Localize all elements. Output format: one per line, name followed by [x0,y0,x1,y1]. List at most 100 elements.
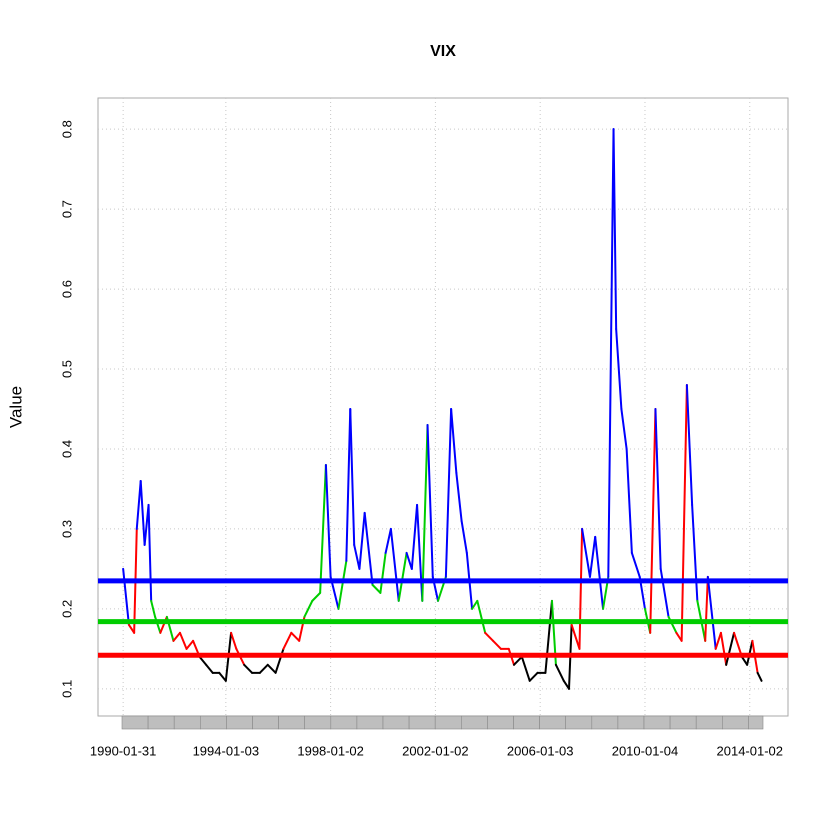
period-box [408,715,436,730]
period-box [695,715,723,730]
line-segment [147,503,153,602]
line-segment [554,663,565,682]
period-box [382,715,410,730]
period-box [330,715,358,730]
line-segment [578,527,584,650]
line-segment [725,631,736,666]
line-segment [198,655,208,666]
line-segment [319,463,327,594]
period-box [278,715,306,730]
line-segment [659,567,670,618]
period-box [434,715,462,730]
line-segment [349,407,356,546]
period-box [252,715,279,730]
line-segment [704,575,709,642]
line-segment [691,503,699,602]
line-segment [685,384,694,506]
line-segment [570,623,581,650]
y-tick-label: 0.7 [59,200,74,218]
line-segment [337,559,348,610]
line-segment [389,527,400,602]
line-segment [258,663,269,674]
y-tick-label: 0.6 [59,280,74,298]
chart-title: VIX [430,43,456,60]
line-segment [680,384,688,642]
line-segment [397,551,408,602]
line-segment [620,407,628,450]
period-box [487,715,514,730]
line-segment [185,639,195,650]
line-segment [756,671,763,682]
line-segment [282,631,293,650]
line-segment [371,583,382,594]
line-segment [740,655,749,666]
line-segment [243,663,254,674]
line-segment [150,599,157,618]
line-segment [384,527,392,554]
line-segment [405,551,413,570]
line-segment [266,663,277,674]
x-tick-label: 2006-01-03 [507,743,574,758]
line-segment [416,503,424,602]
line-segment [421,423,429,602]
x-tick-label: 2014-01-02 [717,743,784,758]
line-segment [630,551,641,578]
line-segment [492,639,502,650]
period-box [669,715,697,730]
period-box [226,715,253,730]
y-tick-label: 0.5 [59,360,74,378]
x-tick-label: 2002-01-02 [402,743,469,758]
period-box [617,715,645,730]
period-box [721,715,749,730]
line-segment [594,535,605,610]
period-box [121,715,149,730]
period-box [356,715,384,730]
y-tick-label: 0.4 [59,440,74,458]
period-box [304,715,332,730]
line-segment [471,599,479,610]
line-segment [122,567,130,626]
line-segment [178,631,188,650]
line-segment [520,655,531,682]
line-segment [426,423,434,578]
line-segment [324,463,332,578]
line-segment [311,591,322,602]
line-segment [274,647,285,674]
line-segment [218,671,227,682]
line-segment [172,631,181,642]
y-tick-label: 0.2 [59,600,74,618]
line-segment [444,407,453,578]
line-segment [303,599,314,618]
line-segment [528,671,539,682]
line-segment [135,479,142,530]
line-segment [544,599,553,674]
line-segment [345,407,352,562]
line-segment [615,328,623,410]
period-box [565,715,593,730]
y-tick-label: 0.8 [59,120,74,138]
period-box [643,715,671,730]
line-segment [612,128,618,331]
x-tick-label: 1994-01-03 [193,743,260,758]
line-segment [455,471,463,522]
line-segment [706,575,717,650]
period-box [513,715,540,730]
y-tick-label: 0.1 [59,680,74,698]
period-box [460,715,488,730]
period-box [200,715,227,730]
line-segment [649,407,657,634]
line-segment [290,631,301,642]
line-segment [719,631,728,666]
x-tick-label: 1990-01-31 [90,743,157,758]
period-box [539,715,566,730]
period-box [748,715,764,730]
line-segment [460,519,468,554]
line-segment [714,631,722,650]
x-tick-label: 2010-01-04 [612,743,679,758]
period-box [147,715,175,730]
line-segment [512,655,523,666]
y-tick-label: 0.3 [59,520,74,538]
line-segment [358,511,366,570]
line-segment [476,599,487,634]
